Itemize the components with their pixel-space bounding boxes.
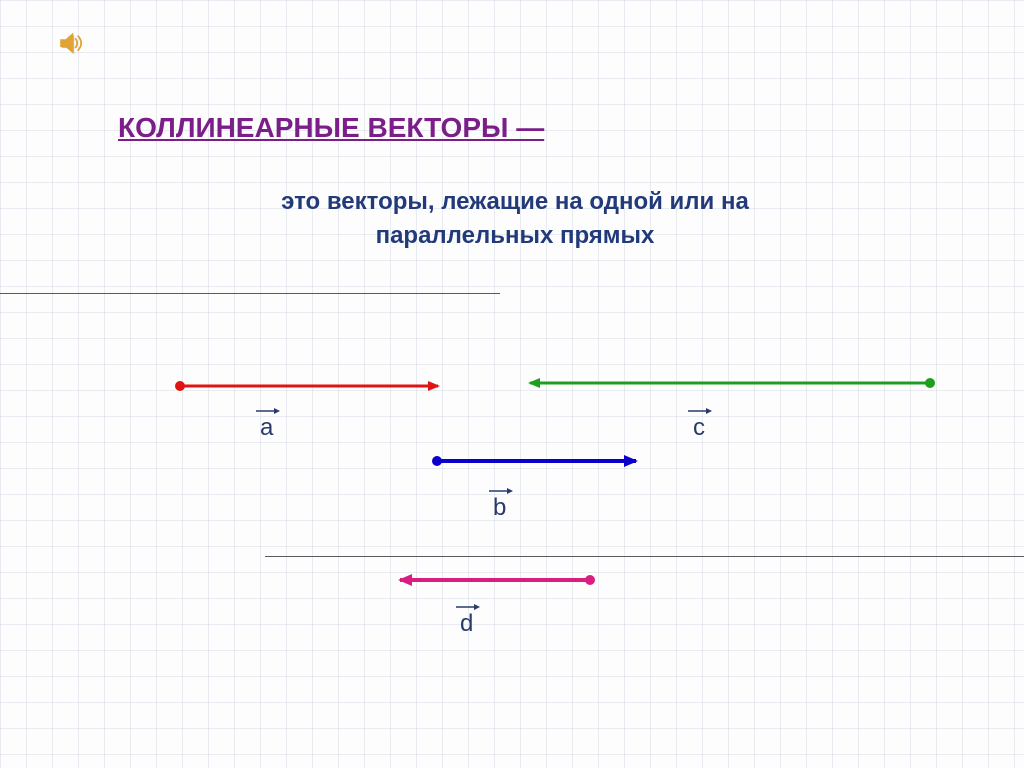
vector-label-d-text: d xyxy=(460,610,473,637)
vector-d xyxy=(400,575,595,585)
vector-c xyxy=(530,378,935,388)
subtitle-line-1: это векторы, лежащие на одной или на xyxy=(281,188,749,215)
vector-b xyxy=(432,456,636,466)
vector-label-d: d xyxy=(460,610,473,638)
vector-label-a-text: a xyxy=(260,414,273,441)
guide-line-lower xyxy=(265,556,1024,557)
vector-label-c: c xyxy=(693,414,705,442)
speaker-icon xyxy=(58,30,86,58)
vector-label-b: b xyxy=(493,494,506,522)
slide-title: КОЛЛИНЕАРНЫЕ ВЕКТОРЫ — xyxy=(118,112,544,144)
vector-label-b-text: b xyxy=(493,494,506,521)
vector-a xyxy=(175,381,438,391)
slide-subtitle: это векторы, лежащие на одной или на пар… xyxy=(165,185,865,252)
guide-line-upper xyxy=(0,293,500,294)
vector-label-a: a xyxy=(260,414,273,442)
subtitle-line-2: параллельных прямых xyxy=(376,222,655,249)
slide-content: КОЛЛИНЕАРНЫЕ ВЕКТОРЫ — это векторы, лежа… xyxy=(0,0,1024,768)
vector-label-c-text: c xyxy=(693,414,705,441)
